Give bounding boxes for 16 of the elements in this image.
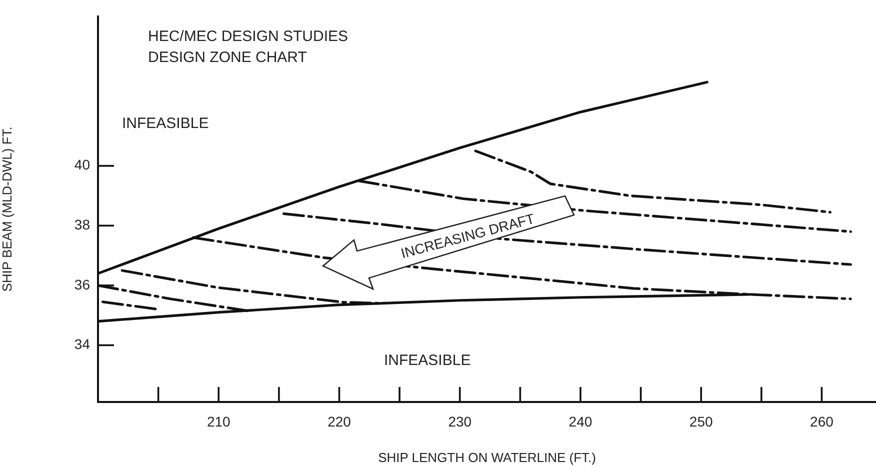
y-axis-title: SHIP BEAM (MLD-DWL) FT. — [0, 126, 14, 292]
x-tick-label: 250 — [689, 413, 713, 430]
text: DESIGN ZONE CHART — [148, 49, 307, 66]
x-tick-label: 240 — [568, 413, 592, 430]
y-tick-label: 40 — [74, 156, 90, 173]
x-tick-label: 220 — [328, 413, 352, 430]
x-tick-label: 260 — [810, 413, 834, 430]
x-tick-label: 210 — [206, 413, 231, 430]
text: HEC/MEC DESIGN STUDIES — [148, 28, 348, 46]
annotation: INFEASIBLE — [384, 352, 471, 370]
y-tick-label: 36 — [74, 276, 90, 292]
y-tick-label: 38 — [74, 216, 90, 232]
annotation: INFEASIBLE — [122, 115, 209, 132]
y-tick-label: 34 — [74, 336, 90, 352]
x-tick-label: 230 — [448, 413, 472, 430]
x-axis-title: SHIP LENGTH ON WATERLINE (FT.) — [378, 450, 596, 465]
